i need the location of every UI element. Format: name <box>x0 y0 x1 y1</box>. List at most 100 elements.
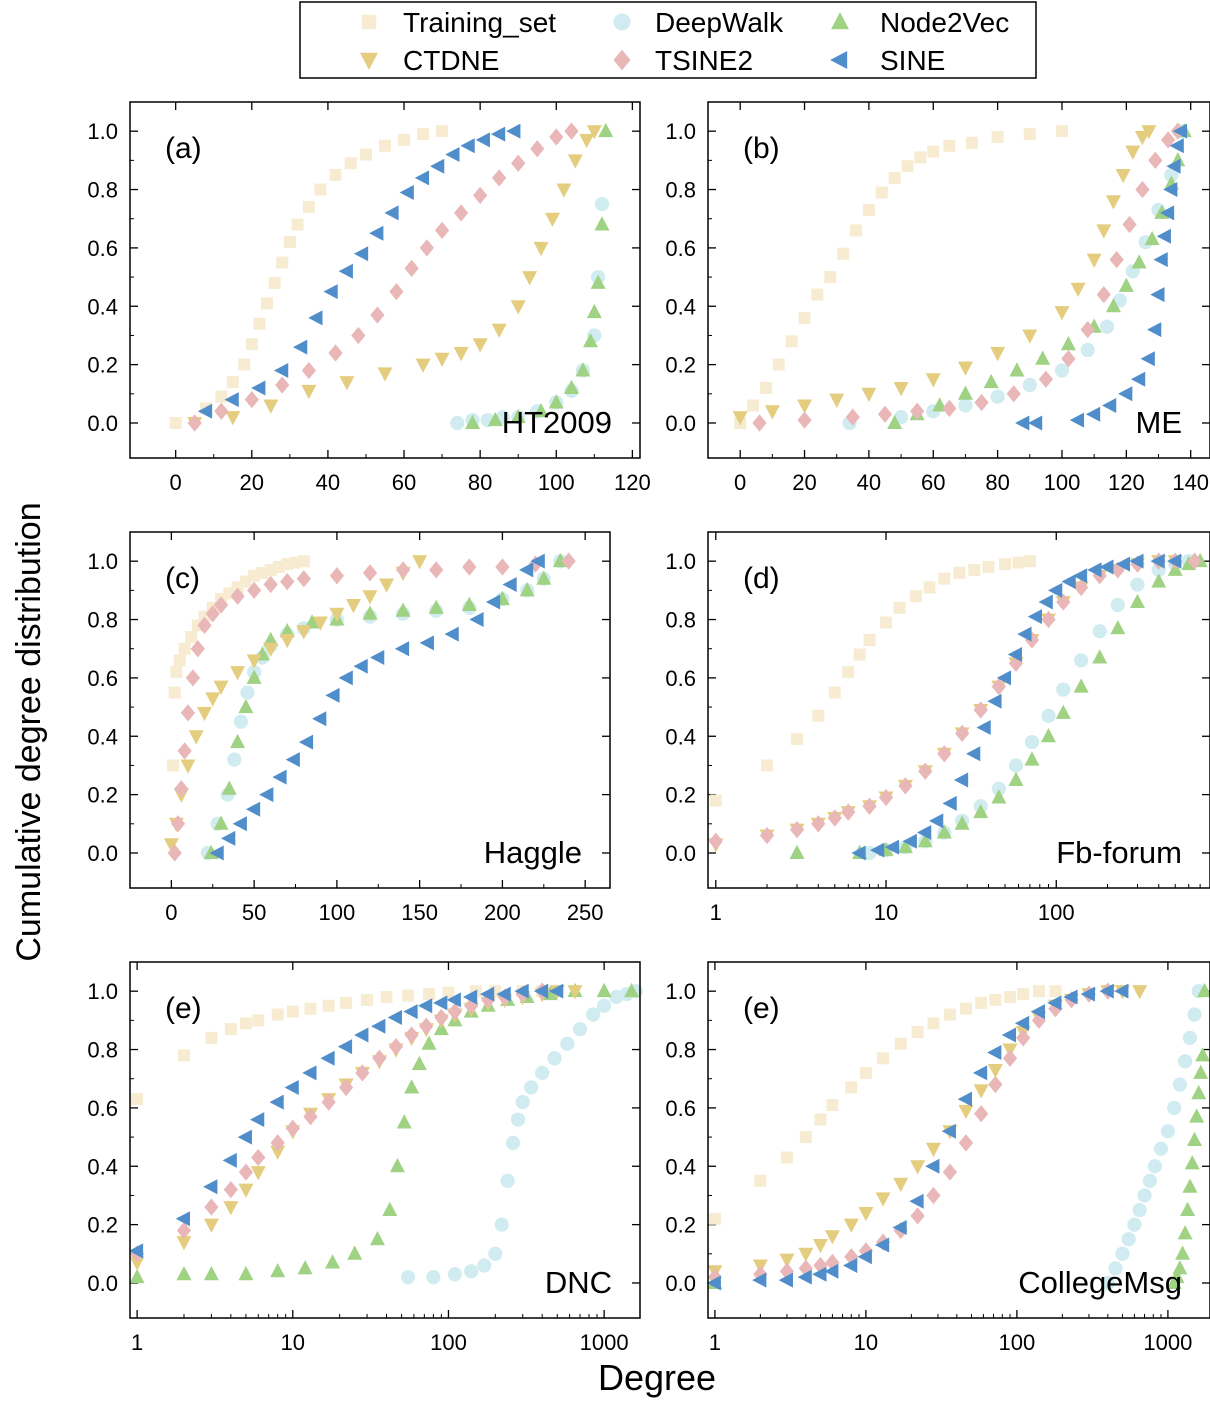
x-tick-label: 120 <box>614 470 651 495</box>
data-point <box>403 1004 418 1020</box>
series-sine <box>851 553 1182 861</box>
data-point <box>861 387 877 403</box>
data-point <box>1016 1029 1031 1047</box>
data-point <box>314 183 327 196</box>
x-tick-label: 20 <box>240 470 264 495</box>
data-point <box>1187 552 1202 570</box>
data-point <box>925 1142 941 1158</box>
data-point <box>1069 412 1085 428</box>
data-point <box>301 361 317 380</box>
data-point <box>328 344 343 362</box>
data-point <box>1159 205 1175 221</box>
data-point <box>177 742 192 760</box>
panel-label: (e) <box>165 992 202 1025</box>
data-point <box>910 590 923 603</box>
data-point <box>355 1064 370 1082</box>
x-tick-label: 100 <box>1044 470 1081 495</box>
data-point <box>433 995 448 1011</box>
data-point <box>549 983 564 999</box>
data-point <box>1041 610 1056 629</box>
data-point <box>598 122 614 138</box>
data-point <box>180 759 196 774</box>
data-point <box>1191 1085 1207 1100</box>
data-point <box>510 300 526 315</box>
data-point <box>1038 370 1054 388</box>
data-point <box>1017 626 1032 642</box>
data-point <box>524 1080 539 1095</box>
data-point <box>213 596 229 614</box>
data-point <box>1163 182 1178 198</box>
data-point <box>196 706 212 722</box>
data-point <box>955 724 970 742</box>
data-point <box>323 284 338 300</box>
data-point <box>304 614 320 629</box>
data-point <box>298 734 314 750</box>
plot-frame <box>707 961 1210 1319</box>
data-point <box>275 376 290 394</box>
data-point <box>354 1027 369 1043</box>
data-point <box>279 622 295 638</box>
data-point <box>514 983 529 999</box>
data-point <box>943 1008 956 1021</box>
data-point <box>1027 415 1043 431</box>
data-point <box>959 1002 972 1015</box>
data-point <box>129 1268 145 1284</box>
data-point <box>989 993 1002 1006</box>
data-point <box>280 572 295 591</box>
data-point <box>479 986 495 1002</box>
x-tick-label: 0 <box>165 900 177 925</box>
x-tick-label: 200 <box>484 900 521 925</box>
data-point <box>227 752 242 767</box>
data-point <box>464 1264 479 1279</box>
data-point <box>176 1221 192 1240</box>
data-point <box>1195 1047 1210 1062</box>
data-point <box>223 1180 238 1199</box>
data-point <box>169 416 182 429</box>
data-point <box>884 839 900 855</box>
data-point <box>270 1145 286 1160</box>
data-point <box>811 288 824 301</box>
data-point <box>496 986 511 1002</box>
data-point <box>176 1236 192 1251</box>
data-point <box>419 1017 434 1035</box>
data-point <box>477 1258 492 1273</box>
data-point <box>461 596 477 611</box>
dataset-label: ME <box>1136 405 1183 440</box>
panel-label: (e) <box>743 992 780 1025</box>
data-point <box>168 686 181 699</box>
data-point <box>417 998 433 1014</box>
series-sine <box>706 983 1129 1291</box>
data-point <box>395 561 411 579</box>
data-point <box>238 1183 254 1198</box>
data-point <box>340 996 353 1009</box>
data-point <box>1130 577 1145 592</box>
series-tsine2 <box>187 122 579 432</box>
data-point <box>204 1198 219 1216</box>
data-point <box>1096 224 1112 239</box>
data-point <box>814 1113 827 1126</box>
data-point <box>252 1014 265 1027</box>
data-point <box>518 562 534 578</box>
data-point <box>1182 1030 1198 1045</box>
data-point <box>223 1201 239 1216</box>
data-point <box>1055 704 1071 719</box>
data-point <box>398 133 411 146</box>
data-point <box>1054 306 1070 321</box>
x-tick-label: 250 <box>567 900 604 925</box>
data-point <box>273 362 289 378</box>
data-point <box>238 358 251 371</box>
y-tick-label: 0.8 <box>87 178 118 203</box>
data-point <box>547 1051 562 1066</box>
x-tick-label: 100 <box>1038 900 1075 925</box>
x-tick-label: 80 <box>468 470 492 495</box>
dataset-label: HT2009 <box>502 405 612 440</box>
data-point <box>353 246 369 262</box>
series-sine <box>1015 123 1188 431</box>
data-point <box>973 1084 989 1099</box>
data-point <box>902 833 917 849</box>
x-tick-label: 40 <box>857 470 881 495</box>
data-point <box>1074 653 1089 668</box>
data-point <box>1006 385 1021 403</box>
data-point <box>209 845 224 861</box>
y-tick-label: 1.0 <box>87 119 118 144</box>
